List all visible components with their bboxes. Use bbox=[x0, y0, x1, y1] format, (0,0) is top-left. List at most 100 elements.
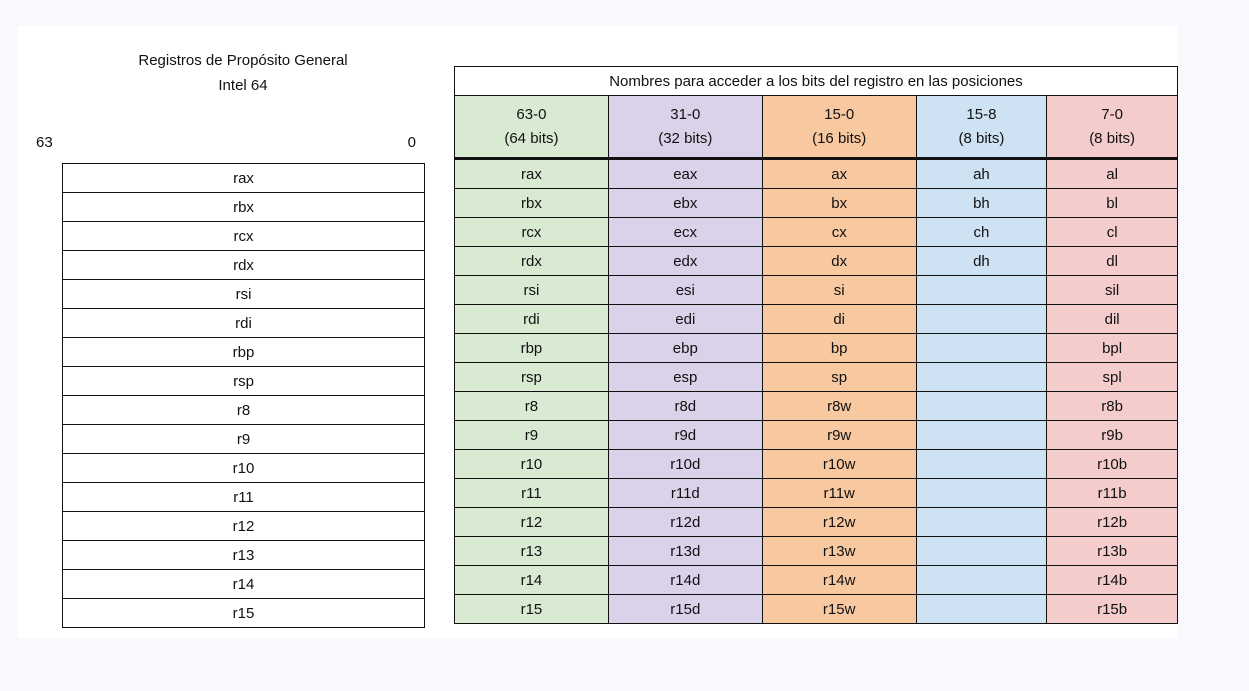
names-row: rsp esp sp spl bbox=[454, 362, 1178, 392]
name-cell: r15 bbox=[454, 594, 609, 624]
column-range: 15-8 bbox=[966, 105, 997, 123]
register-cell: r9 bbox=[62, 424, 425, 454]
register-row: r12 bbox=[62, 511, 425, 541]
names-row: rdi edi di dil bbox=[454, 304, 1178, 334]
register-cell: rdi bbox=[62, 308, 425, 338]
register-row: rsp bbox=[62, 366, 425, 396]
name-cell bbox=[915, 391, 1048, 421]
name-cell bbox=[915, 594, 1048, 624]
name-cell: r10b bbox=[1046, 449, 1178, 479]
name-cell bbox=[915, 420, 1048, 450]
name-cell: edi bbox=[607, 304, 763, 334]
register-row: rcx bbox=[62, 221, 425, 251]
name-cell: r9d bbox=[607, 420, 763, 450]
names-row: r13 r13d r13w r13b bbox=[454, 536, 1178, 566]
name-cell: si bbox=[761, 275, 917, 305]
names-row: r12 r12d r12w r12b bbox=[454, 507, 1178, 537]
register-cell: rcx bbox=[62, 221, 425, 251]
register-cell: rax bbox=[62, 163, 425, 193]
name-cell: bx bbox=[761, 188, 917, 218]
name-cell bbox=[915, 275, 1048, 305]
name-cell: r15d bbox=[607, 594, 763, 624]
register-cell: r14 bbox=[62, 569, 425, 599]
name-cell bbox=[915, 449, 1048, 479]
register-cell: rsi bbox=[62, 279, 425, 309]
register-row: rbx bbox=[62, 192, 425, 222]
name-cell: rsp bbox=[454, 362, 609, 392]
name-cell: r13d bbox=[607, 536, 763, 566]
names-row: r9 r9d r9w r9b bbox=[454, 420, 1178, 450]
left-title-line1: Registros de Propósito General bbox=[138, 52, 348, 69]
name-cell: rdx bbox=[454, 246, 609, 276]
name-cell: r11d bbox=[607, 478, 763, 508]
name-cell bbox=[915, 362, 1048, 392]
column-header-row: 63-0 (64 bits) 31-0 (32 bits) 15-0 (16 bits) 1… bbox=[454, 95, 1178, 160]
column-size: (16 bits) bbox=[812, 129, 867, 147]
name-cell: esp bbox=[607, 362, 763, 392]
name-cell: bp bbox=[761, 333, 917, 363]
name-cell: dil bbox=[1046, 304, 1178, 334]
names-row: rcx ecx cx ch cl bbox=[454, 217, 1178, 247]
column-header: 15-0 (16 bits) bbox=[761, 95, 917, 160]
names-row: r11 r11d r11w r11b bbox=[454, 478, 1178, 508]
name-cell: r10 bbox=[454, 449, 609, 479]
name-cell: r14w bbox=[761, 565, 917, 595]
register-row: rax bbox=[62, 163, 425, 193]
name-cell: r8d bbox=[607, 391, 763, 421]
name-cell: rbp bbox=[454, 333, 609, 363]
name-cell: dl bbox=[1046, 246, 1178, 276]
name-cell: r8 bbox=[454, 391, 609, 421]
names-row: rsi esi si sil bbox=[454, 275, 1178, 305]
register-cell: r12 bbox=[62, 511, 425, 541]
register-row: rdi bbox=[62, 308, 425, 338]
name-cell: r13w bbox=[761, 536, 917, 566]
name-cell: di bbox=[761, 304, 917, 334]
register-row: r10 bbox=[62, 453, 425, 483]
register-names-table: Nombres para acceder a los bits del regi… bbox=[454, 66, 1178, 624]
name-cell: r13b bbox=[1046, 536, 1178, 566]
name-cell: r14 bbox=[454, 565, 609, 595]
name-cell: edx bbox=[607, 246, 763, 276]
register-cell: r10 bbox=[62, 453, 425, 483]
name-cell: r12w bbox=[761, 507, 917, 537]
name-cell: spl bbox=[1046, 362, 1178, 392]
name-cell: ax bbox=[761, 158, 917, 189]
register-cell: rsp bbox=[62, 366, 425, 396]
register-cell: r8 bbox=[62, 395, 425, 425]
register-sheet: Registros de Propósito General Intel 64 … bbox=[18, 26, 1178, 638]
register-row: rdx bbox=[62, 250, 425, 280]
name-cell: r14d bbox=[607, 565, 763, 595]
bit-high-label: 63 bbox=[36, 134, 53, 151]
name-cell: r15b bbox=[1046, 594, 1178, 624]
names-row: rax eax ax ah al bbox=[454, 158, 1178, 189]
name-cell bbox=[915, 507, 1048, 537]
column-header: 15-8 (8 bits) bbox=[915, 95, 1048, 160]
name-cell: r12b bbox=[1046, 507, 1178, 537]
column-size: (64 bits) bbox=[504, 129, 559, 147]
name-cell: r13 bbox=[454, 536, 609, 566]
name-cell: sp bbox=[761, 362, 917, 392]
name-cell: rbx bbox=[454, 188, 609, 218]
name-cell: r11b bbox=[1046, 478, 1178, 508]
name-cell: cl bbox=[1046, 217, 1178, 247]
column-size: (32 bits) bbox=[658, 129, 713, 147]
names-row: rbp ebp bp bpl bbox=[454, 333, 1178, 363]
register-cell: rbp bbox=[62, 337, 425, 367]
name-cell bbox=[915, 565, 1048, 595]
names-row: rbx ebx bx bh bl bbox=[454, 188, 1178, 218]
name-cell: r9 bbox=[454, 420, 609, 450]
register-row: r14 bbox=[62, 569, 425, 599]
register-row: r9 bbox=[62, 424, 425, 454]
name-cell: r10w bbox=[761, 449, 917, 479]
name-cell: r12 bbox=[454, 507, 609, 537]
name-cell: cx bbox=[761, 217, 917, 247]
name-cell: rcx bbox=[454, 217, 609, 247]
name-cell: r11w bbox=[761, 478, 917, 508]
name-cell: bh bbox=[915, 188, 1048, 218]
name-cell: bpl bbox=[1046, 333, 1178, 363]
names-title: Nombres para acceder a los bits del regi… bbox=[454, 66, 1178, 96]
name-cell: al bbox=[1046, 158, 1178, 189]
name-cell: r15w bbox=[761, 594, 917, 624]
name-cell: r10d bbox=[607, 449, 763, 479]
name-cell: bl bbox=[1046, 188, 1178, 218]
